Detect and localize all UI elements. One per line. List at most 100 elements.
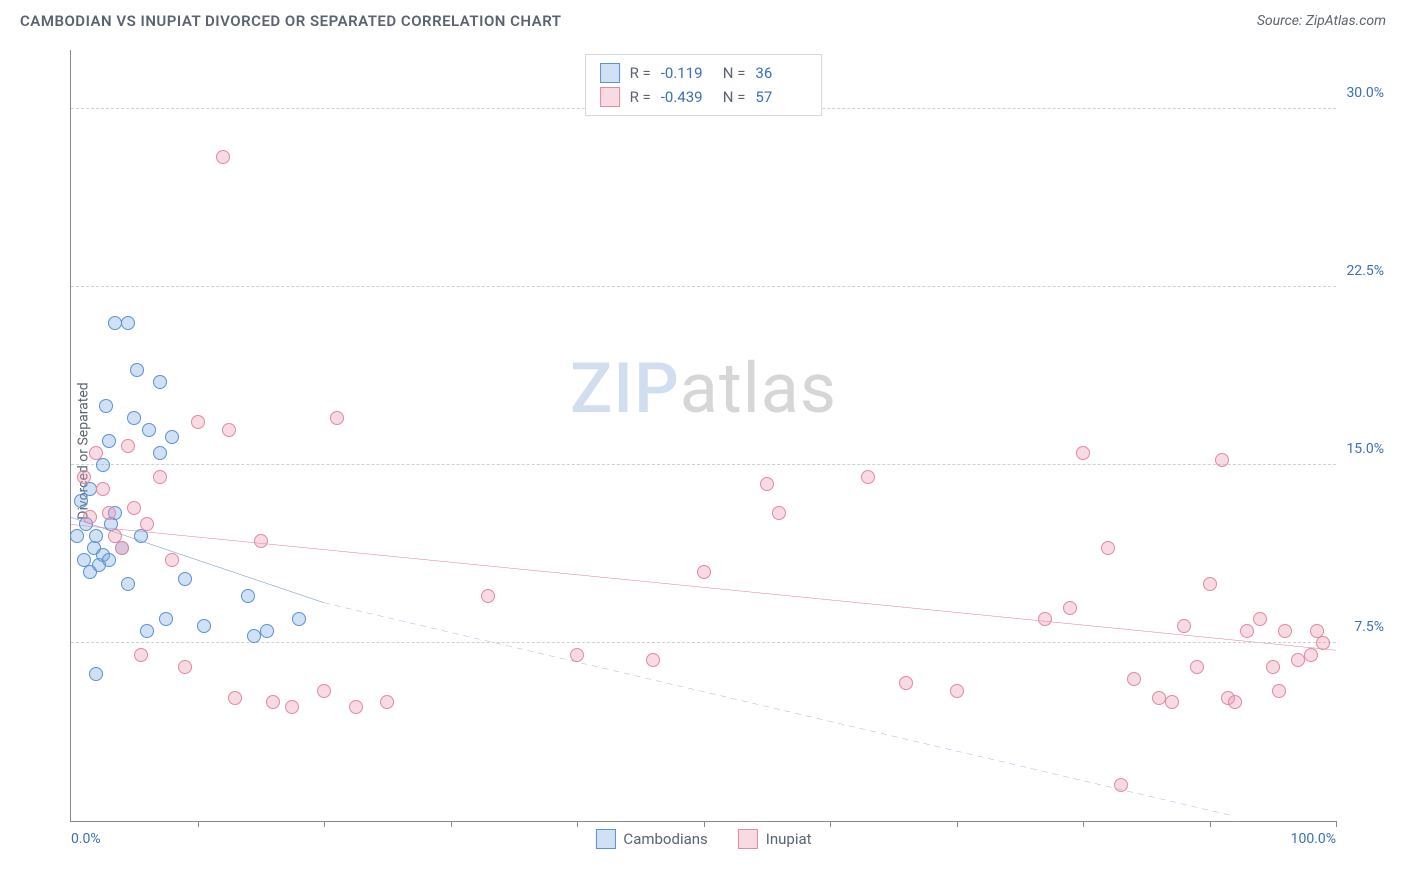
data-point bbox=[89, 529, 103, 543]
data-point bbox=[760, 477, 774, 491]
chart-area: Divorced or Separated ZIPatlas R = -0.11… bbox=[50, 50, 1386, 852]
data-point bbox=[115, 541, 129, 555]
data-point bbox=[121, 577, 135, 591]
data-point bbox=[222, 423, 236, 437]
data-point bbox=[89, 667, 103, 681]
legend-item-inupiat: Inupiat bbox=[738, 829, 812, 849]
data-point bbox=[178, 572, 192, 586]
data-point bbox=[1228, 695, 1242, 709]
source-attribution: Source: ZipAtlas.com bbox=[1257, 13, 1386, 29]
data-point bbox=[1316, 636, 1330, 650]
data-point bbox=[102, 506, 116, 520]
swatch-cambodians bbox=[600, 63, 620, 83]
data-point bbox=[1076, 446, 1090, 460]
data-point bbox=[266, 695, 280, 709]
data-point bbox=[1165, 695, 1179, 709]
data-point bbox=[83, 510, 97, 524]
data-point bbox=[1266, 660, 1280, 674]
data-point bbox=[697, 565, 711, 579]
data-point bbox=[77, 470, 91, 484]
legend-row-cambodians: R = -0.119 N = 36 bbox=[600, 61, 808, 85]
data-point bbox=[1101, 541, 1115, 555]
data-point bbox=[165, 430, 179, 444]
data-point bbox=[349, 700, 363, 714]
data-point bbox=[178, 660, 192, 674]
correlation-legend: R = -0.119 N = 36 R = -0.439 N = 57 bbox=[585, 54, 823, 116]
data-point bbox=[1127, 672, 1141, 686]
series-legend: Cambodians Inupiat bbox=[595, 829, 811, 849]
data-point bbox=[197, 619, 211, 633]
data-point bbox=[1253, 612, 1267, 626]
x-tick bbox=[324, 821, 325, 827]
data-point bbox=[481, 589, 495, 603]
data-point bbox=[216, 150, 230, 164]
data-point bbox=[1177, 619, 1191, 633]
data-point bbox=[165, 553, 179, 567]
y-tick-label: 22.5% bbox=[1346, 263, 1384, 279]
data-point bbox=[70, 529, 84, 543]
legend-row-inupiat: R = -0.439 N = 57 bbox=[600, 85, 808, 109]
data-point bbox=[140, 517, 154, 531]
data-point bbox=[861, 470, 875, 484]
x-tick bbox=[451, 821, 452, 827]
data-point bbox=[153, 375, 167, 389]
data-point bbox=[134, 648, 148, 662]
data-point bbox=[102, 553, 116, 567]
data-point bbox=[153, 470, 167, 484]
y-tick-label: 30.0% bbox=[1346, 85, 1384, 101]
data-point bbox=[254, 534, 268, 548]
data-point bbox=[317, 684, 331, 698]
gridline bbox=[71, 286, 1336, 287]
x-tick bbox=[830, 821, 831, 827]
gridline bbox=[71, 642, 1336, 643]
y-tick-label: 15.0% bbox=[1346, 441, 1384, 457]
x-tick bbox=[198, 821, 199, 827]
data-point bbox=[89, 446, 103, 460]
gridline bbox=[71, 464, 1336, 465]
swatch-inupiat bbox=[738, 829, 758, 849]
data-point bbox=[1063, 601, 1077, 615]
data-point bbox=[380, 695, 394, 709]
data-point bbox=[74, 494, 88, 508]
swatch-inupiat bbox=[600, 87, 620, 107]
header: CAMBODIAN VS INUPIAT DIVORCED OR SEPARAT… bbox=[0, 0, 1406, 38]
data-point bbox=[96, 458, 110, 472]
data-point bbox=[127, 501, 141, 515]
data-point bbox=[121, 316, 135, 330]
data-point bbox=[1272, 684, 1286, 698]
data-point bbox=[1215, 453, 1229, 467]
data-point bbox=[1203, 577, 1217, 591]
y-tick-label: 7.5% bbox=[1354, 619, 1384, 635]
data-point bbox=[292, 612, 306, 626]
data-point bbox=[285, 700, 299, 714]
data-point bbox=[96, 482, 110, 496]
data-point bbox=[99, 399, 113, 413]
data-point bbox=[1114, 778, 1128, 792]
data-point bbox=[260, 624, 274, 638]
data-point bbox=[1190, 660, 1204, 674]
x-tick bbox=[1336, 821, 1337, 827]
x-axis-max-label: 100.0% bbox=[1291, 831, 1336, 847]
data-point bbox=[130, 363, 144, 377]
data-point bbox=[191, 415, 205, 429]
x-tick bbox=[704, 821, 705, 827]
data-point bbox=[241, 589, 255, 603]
data-point bbox=[142, 423, 156, 437]
chart-title: CAMBODIAN VS INUPIAT DIVORCED OR SEPARAT… bbox=[20, 12, 561, 30]
data-point bbox=[140, 624, 154, 638]
x-tick bbox=[957, 821, 958, 827]
x-tick bbox=[1210, 821, 1211, 827]
data-point bbox=[646, 653, 660, 667]
data-point bbox=[899, 676, 913, 690]
data-point bbox=[1278, 624, 1292, 638]
data-point bbox=[159, 612, 173, 626]
x-tick bbox=[577, 821, 578, 827]
plot-region: ZIPatlas R = -0.119 N = 36 R = -0.439 N … bbox=[70, 50, 1336, 822]
x-tick bbox=[1083, 821, 1084, 827]
data-point bbox=[228, 691, 242, 705]
trend-lines bbox=[71, 50, 1336, 821]
data-point bbox=[153, 446, 167, 460]
data-point bbox=[1240, 624, 1254, 638]
data-point bbox=[1038, 612, 1052, 626]
x-axis-min-label: 0.0% bbox=[71, 831, 101, 847]
